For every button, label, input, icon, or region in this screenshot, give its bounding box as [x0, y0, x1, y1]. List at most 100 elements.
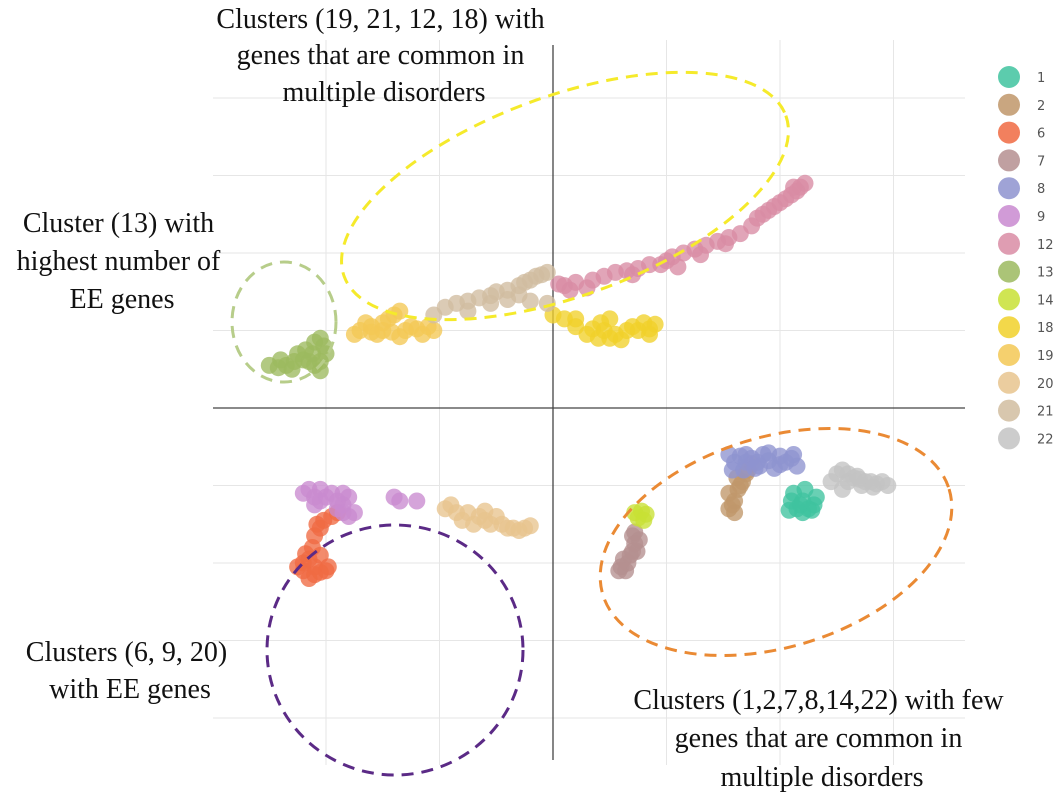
point-cluster-8 [785, 446, 803, 463]
legend-item-8: 8 [998, 177, 1045, 200]
highlight-cluster-13 [230, 260, 338, 384]
point-cluster-21 [459, 302, 477, 320]
series-cluster-13 [260, 329, 335, 380]
point-cluster-12 [785, 178, 803, 196]
point-cluster-7 [610, 562, 628, 580]
legend-item-21: 21 [998, 399, 1054, 422]
legend-label: 8 [1037, 182, 1045, 197]
highlight-lower-right-group [598, 426, 954, 658]
point-cluster-1 [780, 501, 798, 519]
series-cluster-14 [626, 502, 655, 529]
annotation-line: multiple disorders [283, 77, 486, 108]
highlight-lower-left-group [265, 523, 525, 777]
point-cluster-19 [425, 322, 443, 339]
point-cluster-2 [720, 500, 738, 518]
annotation-line: Clusters (6, 9, 20) [26, 637, 227, 668]
legend-swatch [998, 149, 1020, 172]
annotation-line: genes that are common in [237, 40, 525, 71]
legend-label: 6 [1037, 127, 1045, 142]
point-cluster-20 [453, 511, 471, 529]
point-cluster-9 [311, 492, 329, 510]
legend-swatch [998, 93, 1020, 116]
legend-swatch [998, 177, 1020, 200]
legend-label: 21 [1037, 405, 1054, 420]
legend-swatch [998, 316, 1020, 339]
point-cluster-13 [311, 362, 329, 380]
series-cluster-1 [780, 480, 825, 522]
point-cluster-6 [300, 570, 318, 587]
legend-swatch [998, 399, 1020, 422]
point-cluster-13 [283, 360, 301, 378]
annotation-line: EE genes [70, 284, 175, 315]
series-cluster-8 [720, 444, 806, 479]
point-cluster-20 [442, 496, 460, 514]
point-cluster-18 [601, 310, 619, 328]
legend-item-18: 18 [998, 316, 1054, 339]
cluster-highlights [230, 70, 954, 777]
point-cluster-12 [561, 281, 579, 299]
annotation-line: highest number of [17, 246, 221, 277]
point-cluster-8 [771, 456, 789, 474]
legend-item-22: 22 [998, 427, 1054, 450]
point-cluster-19 [362, 323, 380, 341]
legend-swatch [998, 260, 1020, 283]
annotation-line: Clusters (19, 21, 12, 18) with [216, 4, 544, 35]
legend-label: 1 [1037, 71, 1045, 86]
legend-swatch [998, 344, 1020, 366]
legend-item-13: 13 [998, 260, 1054, 283]
legend-label: 14 [1037, 293, 1054, 308]
series-cluster-7 [610, 523, 648, 580]
legend-swatch [998, 371, 1020, 394]
point-cluster-21 [538, 294, 556, 312]
point-cluster-1 [794, 492, 812, 510]
point-cluster-18 [612, 331, 630, 349]
annotation-line: Clusters (1,2,7,8,14,22) with few [633, 685, 1004, 716]
point-cluster-21 [538, 263, 556, 281]
point-cluster-13 [272, 351, 290, 369]
annotations: Clusters (19, 21, 12, 18) with genes tha… [17, 4, 1005, 793]
point-cluster-22 [879, 477, 897, 494]
point-cluster-12 [717, 235, 734, 253]
point-cluster-20 [521, 517, 539, 535]
series-cluster-22 [822, 461, 897, 498]
legend-item-1: 1 [998, 66, 1045, 88]
legend-label: 9 [1037, 210, 1045, 225]
legend-item-14: 14 [998, 288, 1054, 311]
annotation-cluster-13: Cluster (13) with highest number of EE g… [17, 208, 228, 315]
legend-swatch [998, 66, 1020, 88]
point-cluster-9 [408, 492, 426, 510]
series-cluster-9 [294, 480, 426, 525]
point-cluster-20 [476, 502, 494, 520]
annotation-line: with EE genes [49, 674, 211, 705]
legend-label: 20 [1037, 377, 1054, 392]
point-cluster-22 [833, 480, 851, 498]
point-cluster-18 [641, 325, 658, 343]
point-cluster-12 [692, 246, 709, 264]
point-cluster-12 [669, 258, 687, 276]
point-cluster-7 [626, 523, 644, 541]
legend-label: 12 [1037, 238, 1054, 253]
axes [213, 45, 965, 760]
point-cluster-9 [391, 492, 409, 510]
point-cluster-14 [635, 511, 653, 529]
data-points [260, 174, 897, 587]
legend-swatch [998, 427, 1020, 450]
annotation-line: multiple disorders [721, 762, 924, 793]
legend-item-12: 12 [998, 232, 1054, 255]
point-cluster-6 [319, 558, 337, 576]
grid [213, 40, 965, 765]
annotation-upper-group: Clusters (19, 21, 12, 18) with genes tha… [216, 4, 551, 108]
point-cluster-6 [306, 527, 324, 545]
legend-item-6: 6 [998, 121, 1045, 144]
legend-label: 18 [1037, 321, 1054, 336]
legend-item-9: 9 [998, 205, 1045, 227]
point-cluster-13 [289, 345, 307, 363]
legend-swatch [998, 205, 1020, 227]
series-cluster-12 [550, 174, 814, 299]
annotation-line: Cluster (13) with [23, 208, 214, 239]
highlight-upper-group [340, 70, 790, 322]
legend-item-19: 19 [998, 344, 1054, 366]
